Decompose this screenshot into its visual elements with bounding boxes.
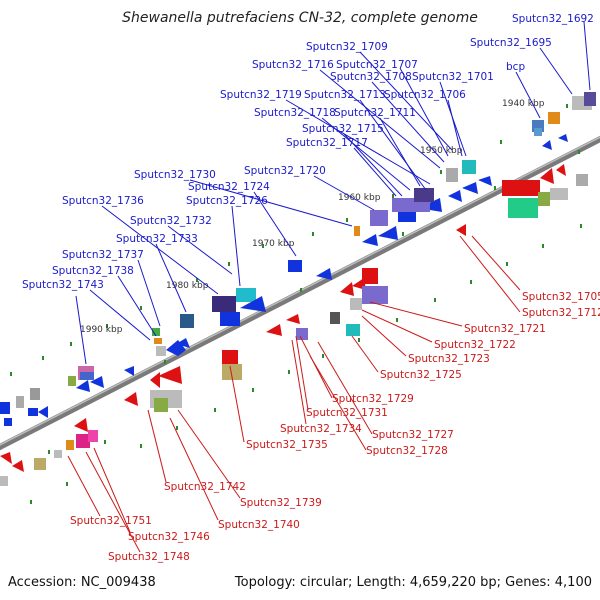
gene-label-sputcn32-1731[interactable]: Sputcn32_1731 [306, 407, 388, 419]
gene-label-sputcn32-1734[interactable]: Sputcn32_1734 [280, 423, 362, 435]
minus-leader-lines [67, 235, 521, 553]
gene-label-sputcn32-1709[interactable]: Sputcn32_1709 [306, 41, 388, 53]
gene-label-sputcn32-1735[interactable]: Sputcn32_1735 [246, 439, 328, 451]
gene-label-sputcn32-1722[interactable]: Sputcn32_1722 [434, 339, 516, 351]
gene-label-sputcn32-1725[interactable]: Sputcn32_1725 [380, 369, 462, 381]
genome-summary-text: Topology: circular; Length: 4,659,220 bp… [234, 575, 592, 590]
kbp-mark-1950: 1950 kbp [420, 146, 463, 156]
gene-label-sputcn32-1726[interactable]: Sputcn32_1726 [186, 195, 268, 207]
gene-label-sputcn32-1720[interactable]: Sputcn32_1720 [244, 165, 326, 177]
kbp-mark-1970: 1970 kbp [252, 239, 295, 249]
minus-labels: Sputcn32_1705 Sputcn32_1712 Sputcn32_172… [70, 291, 600, 563]
tick-marks [0, 104, 582, 504]
gene-label-sputcn32-1730[interactable]: Sputcn32_1730 [134, 169, 216, 181]
gene-label-sputcn32-1740[interactable]: Sputcn32_1740 [218, 519, 300, 531]
gene-label-sputcn32-1748[interactable]: Sputcn32_1748 [108, 551, 190, 563]
gene-label-sputcn32-1721[interactable]: Sputcn32_1721 [464, 323, 546, 335]
minus-strand-features [0, 164, 588, 486]
gene-label-sputcn32-1723[interactable]: Sputcn32_1723 [408, 353, 490, 365]
gene-label-sputcn32-1695[interactable]: Sputcn32_1695 [470, 37, 552, 49]
kbp-mark-1980: 1980 kbp [166, 281, 209, 291]
gene-label-sputcn32-1751[interactable]: Sputcn32_1751 [70, 515, 152, 527]
gene-label-sputcn32-1701[interactable]: Sputcn32_1701 [412, 71, 494, 83]
gene-label-sputcn32-1707[interactable]: Sputcn32_1707 [336, 59, 418, 71]
gene-label-sputcn32-1706[interactable]: Sputcn32_1706 [384, 89, 466, 101]
map-title: Shewanella putrefaciens CN-32, complete … [122, 10, 478, 26]
gene-label-sputcn32-1724[interactable]: Sputcn32_1724 [188, 181, 270, 193]
gene-label-sputcn32-1728[interactable]: Sputcn32_1728 [366, 445, 448, 457]
gene-label-sputcn32-1708[interactable]: Sputcn32_1708 [330, 71, 412, 83]
gene-label-sputcn32-1742[interactable]: Sputcn32_1742 [164, 481, 246, 493]
plus-labels: Sputcn32_1692 Sputcn32_1695 Sputcn32_170… [22, 13, 594, 291]
gene-label-sputcn32-1712[interactable]: Sputcn32_1712 [522, 307, 600, 319]
gene-label-bcp[interactable]: bcp [506, 61, 525, 73]
gene-label-sputcn32-1717[interactable]: Sputcn32_1717 [286, 137, 368, 149]
gene-label-sputcn32-1711[interactable]: Sputcn32_1711 [334, 107, 416, 119]
gene-label-sputcn32-1719[interactable]: Sputcn32_1719 [220, 89, 302, 101]
kbp-mark-1960: 1960 kbp [338, 193, 381, 203]
gene-label-sputcn32-1718[interactable]: Sputcn32_1718 [254, 107, 336, 119]
accession-text: Accession: NC_009438 [8, 575, 156, 590]
plus-strand-features [0, 92, 596, 426]
gene-label-sputcn32-1743[interactable]: Sputcn32_1743 [22, 279, 104, 291]
kbp-mark-1990: 1990 kbp [80, 325, 123, 335]
gene-label-sputcn32-1736[interactable]: Sputcn32_1736 [62, 195, 144, 207]
kbp-scale: 1940 kbp 1950 kbp 1960 kbp 1970 kbp 1980… [80, 99, 545, 335]
gene-label-sputcn32-1732[interactable]: Sputcn32_1732 [130, 215, 212, 227]
gene-label-sputcn32-1727[interactable]: Sputcn32_1727 [372, 429, 454, 441]
gene-label-sputcn32-1738[interactable]: Sputcn32_1738 [52, 265, 134, 277]
gene-label-sputcn32-1713[interactable]: Sputcn32_1713 [304, 89, 386, 101]
gene-label-sputcn32-1746[interactable]: Sputcn32_1746 [128, 531, 210, 543]
gene-label-sputcn32-1716[interactable]: Sputcn32_1716 [252, 59, 334, 71]
gene-label-sputcn32-1729[interactable]: Sputcn32_1729 [332, 393, 414, 405]
gene-label-sputcn32-1737[interactable]: Sputcn32_1737 [62, 249, 144, 261]
kbp-mark-1940: 1940 kbp [502, 99, 545, 109]
gene-label-sputcn32-1733[interactable]: Sputcn32_1733 [116, 233, 198, 245]
gene-label-sputcn32-1739[interactable]: Sputcn32_1739 [240, 497, 322, 509]
plus-leader-lines [75, 21, 591, 365]
gene-label-sputcn32-1715[interactable]: Sputcn32_1715 [302, 123, 384, 135]
gene-label-sputcn32-1705[interactable]: Sputcn32_1705 [522, 291, 600, 303]
gene-label-sputcn32-1692[interactable]: Sputcn32_1692 [512, 13, 594, 25]
